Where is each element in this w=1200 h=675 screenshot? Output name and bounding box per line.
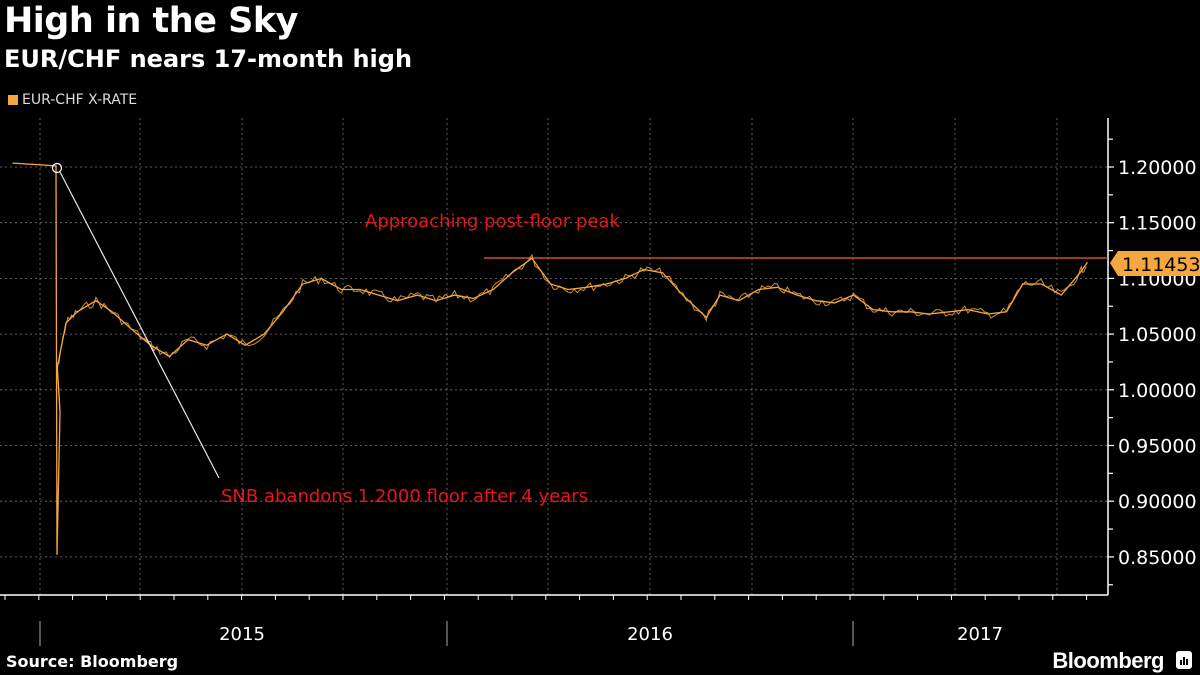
legend-label: EUR-CHF X-RATE — [22, 92, 138, 108]
last-value-label: 1.11453 — [1122, 254, 1200, 276]
gridlines — [0, 118, 1108, 595]
chart-title: High in the Sky — [4, 1, 298, 41]
chart-subtitle: EUR/CHF nears 17-month high — [4, 45, 413, 73]
legend: EUR-CHF X-RATE — [8, 92, 137, 108]
source-note: Source: Bloomberg — [6, 652, 179, 671]
eurchf-series-detail — [56, 253, 1087, 413]
svg-text:0.90000: 0.90000 — [1118, 491, 1197, 513]
axes — [0, 118, 1114, 646]
svg-text:1.20000: 1.20000 — [1118, 157, 1197, 179]
bloomberg-chart-icon — [1176, 651, 1192, 669]
svg-text:1.15000: 1.15000 — [1118, 213, 1197, 235]
svg-text:2016: 2016 — [627, 624, 673, 645]
snb-callout-line — [59, 171, 220, 479]
annotation-snb: SNB abandons 1.2000 floor after 4 years — [221, 486, 588, 507]
last-value-tag: 1.11453 — [1110, 251, 1200, 276]
eurchf-series-line — [12, 162, 1089, 555]
svg-text:0.95000: 0.95000 — [1118, 436, 1197, 458]
brand-logo: Bloomberg — [1052, 648, 1164, 673]
svg-text:1.05000: 1.05000 — [1118, 324, 1197, 346]
floor-break-marker-icon — [51, 162, 63, 174]
svg-text:2017: 2017 — [957, 624, 1003, 645]
y-axis-labels: 1.200001.150001.100001.050001.000000.950… — [1118, 157, 1197, 569]
annotation-peak: Approaching post-floor peak — [365, 211, 620, 232]
svg-text:2015: 2015 — [219, 624, 265, 645]
x-axis-labels: 2015 2016 2017 — [219, 624, 1003, 645]
svg-text:0.85000: 0.85000 — [1118, 547, 1197, 569]
legend-swatch-icon — [8, 95, 18, 105]
svg-text:1.00000: 1.00000 — [1118, 380, 1197, 402]
